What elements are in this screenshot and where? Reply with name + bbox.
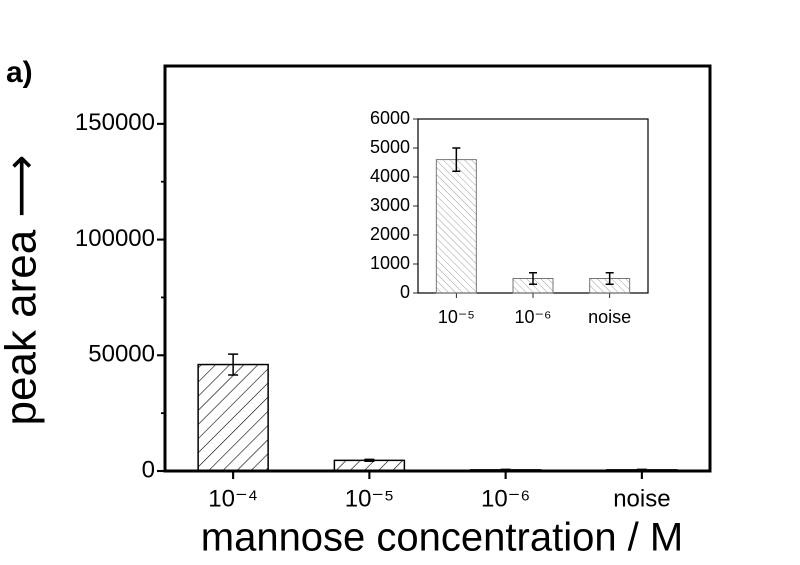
x-tick-label: 10⁻⁵ (438, 307, 475, 327)
x-axis-title: mannose concentration / M (201, 516, 683, 560)
error-bar (364, 458, 375, 463)
y-tick-label: 5000 (370, 137, 410, 157)
y-tick-label: 50000 (88, 341, 155, 368)
bar (435, 159, 477, 294)
y-tick-label: 2000 (370, 224, 410, 244)
error-bar (452, 147, 461, 172)
error-bar (529, 271, 537, 286)
y-tick-label: 1000 (370, 253, 410, 273)
error-bar (228, 353, 239, 376)
error-bar (636, 468, 647, 472)
panel-label: a) (6, 56, 33, 89)
bar (197, 363, 269, 472)
x-tick-label: noise (588, 307, 631, 327)
y-axis-title: peak area ⟶ (0, 154, 46, 425)
y-tick-label: 0 (400, 282, 410, 302)
y-tick-label: 150000 (75, 109, 155, 136)
x-tick-label: 10⁻⁶ (515, 307, 552, 327)
error-bar (605, 271, 614, 286)
y-tick-label: 3000 (370, 195, 410, 215)
x-tick-label: noise (613, 485, 670, 512)
y-tick-label: 0 (142, 456, 155, 483)
x-tick-label: 10⁻⁶ (481, 485, 530, 512)
y-tick-label: 100000 (75, 225, 155, 252)
y-tick-label: 4000 (370, 166, 410, 186)
x-tick-label: 10⁻⁵ (345, 485, 394, 512)
error-bar (500, 468, 511, 472)
y-tick-label: 6000 (370, 108, 410, 128)
x-tick-label: 10⁻⁴ (208, 485, 258, 512)
